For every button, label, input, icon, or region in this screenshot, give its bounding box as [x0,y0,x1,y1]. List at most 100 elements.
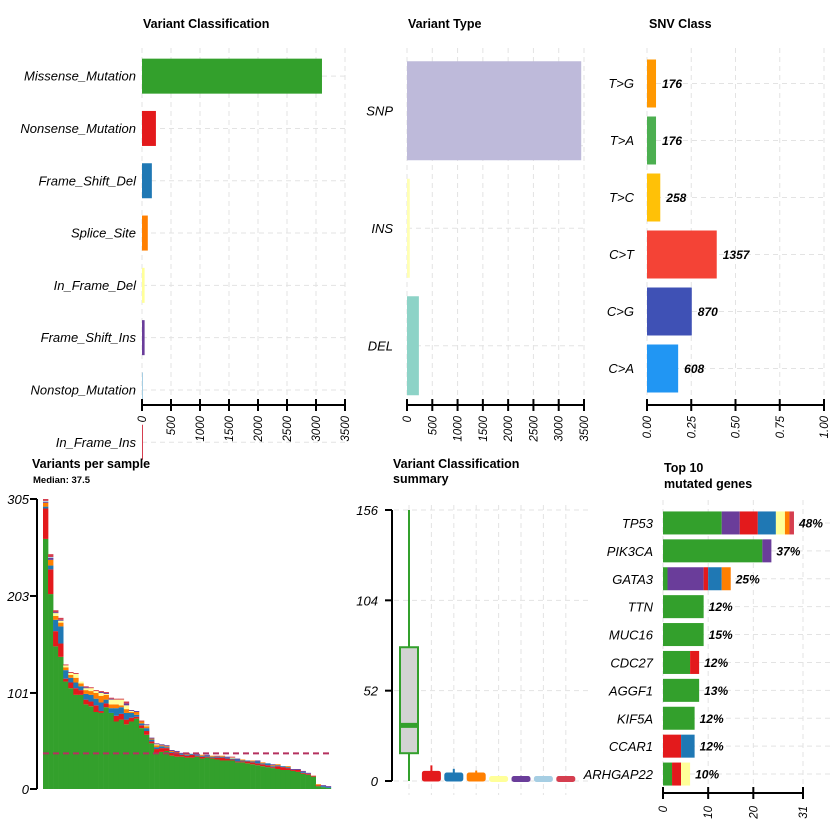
bar-segment-frame-shift-del [250,761,256,763]
gene-label: PIK3CA [607,544,653,559]
bar-segment-nonsense-mutation [310,775,316,777]
bar-segment-nonsense-mutation [209,757,215,759]
bar-segment-nonstop-mutation [43,500,49,502]
box-frame-shift-ins [511,776,531,783]
bar-segment-nonsense-mutation [199,756,205,759]
bar-segment-frame-shift-del [179,753,185,755]
bar-segment-missense-mutation [663,511,722,535]
bar-segment-missense-mutation [250,764,256,789]
bar-segment-frame-shift-ins [295,769,301,770]
bar-segment-missense-mutation [663,706,695,730]
box-nonsense-mutation [421,770,441,782]
bar-segment-missense-mutation [73,694,79,789]
bar-segment-missense-mutation [663,567,668,591]
bar-segment-frame-shift-del [133,714,140,717]
bar-segment-in-frame-ins [123,701,130,704]
bar-frame-shift-ins [142,320,145,356]
bar-segment-frame-shift-del [78,686,84,691]
bar-segment-missense-mutation [194,756,200,789]
box-splice-site [466,772,486,782]
bar-segment-frame-shift-del [63,670,69,679]
bar-segment-nonsense-mutation [128,717,135,722]
bar-segment-missense-mutation [229,760,236,789]
bar-segment-nonsense-mutation [174,753,180,757]
gene-label: TTN [628,600,654,615]
bar-segment-nonsense-mutation [98,711,104,713]
bar-segment-frame-shift-del [265,763,271,766]
bar-segment-frame-shift-del [43,506,49,509]
bar-segment-frame-shift-del [708,567,722,591]
bar-segment-in-frame-del [118,699,125,706]
bar-segment-splice-site [88,691,94,695]
bar-segment-frame-shift-del [681,734,695,758]
bar-segment-splice-site [721,567,731,591]
bar-segment-missense-mutation [224,760,231,789]
percent-label: 10% [695,768,719,782]
bar-segment-missense-mutation [239,762,246,789]
y-tick-label: 104 [356,593,378,608]
bar-segment-nonsense-mutation [300,772,306,774]
box-missense-mutation [399,646,419,755]
bar-segment-in-frame-ins [103,692,109,693]
category-label: T>G [608,76,634,91]
bar-segment-frame-shift-del [239,760,246,762]
bar-segment-missense-mutation [204,757,210,789]
bar-segment-nonsense-mutation [315,785,322,787]
panel-title: Variant Type [408,17,481,31]
bar-segment-in-frame-del [83,688,89,691]
bar-segment-frame-shift-del [128,712,135,718]
bar-segment-missense-mutation [260,766,266,789]
x-tick-label: 0 [137,415,149,422]
bar-segment-frame-shift-del [164,747,170,749]
bar-segment-splice-site [73,677,79,683]
bar-segment-frame-shift-del [53,619,59,632]
y-tick-label: 52 [364,684,379,699]
bar-segment-missense-mutation [83,704,89,789]
bar-segment-frame-shift-ins [103,692,109,694]
bar-segment-frame-shift-del [300,771,306,773]
bar-segment-in-frame-del [53,613,59,616]
bar-segment-splice-site [275,764,281,766]
bar-segment-in-frame-del [103,693,109,695]
x-tick-label: 10 [703,805,715,818]
bar-segment-frame-shift-del [260,763,266,765]
data-label: 608 [684,362,704,376]
bar-segment-frame-shift-ins [48,557,54,560]
bar-segment-missense-mutation [138,728,145,789]
bar-segment-nonsense-mutation [63,678,69,682]
x-tick-label: 3500 [579,415,591,441]
bar-segment-frame-shift-del [73,682,79,689]
x-tick-label: 1000 [453,415,465,441]
bar-segment-frame-shift-ins [667,567,704,591]
bar-segment-frame-shift-del [199,755,205,757]
bar-segment-frame-shift-del [320,786,327,788]
bar-segment-nonsense-mutation [229,759,236,761]
bar-segment-in-frame-ins [98,691,104,693]
bar-segment-missense-mutation [164,750,170,789]
x-tick-label: 0 [402,415,414,422]
bar-segment-splice-site [169,750,175,752]
bar-segment-splice-site [159,745,165,747]
x-tick-label: 1500 [478,415,490,441]
panel-title: Top 10 [664,461,703,475]
bar-segment-frame-shift-del [270,766,276,768]
bar-segment-splice-site [144,726,150,729]
bar-segment-missense-mutation [663,539,763,563]
bar-segment-splice-site [260,762,266,764]
bar-segment-splice-site [199,754,205,756]
bar-segment-missense-mutation [219,760,226,789]
bar-segment-splice-site [315,784,322,786]
category-label: T>A [610,133,634,148]
bar-segment-in-frame-del [73,673,79,678]
bar-segment-missense-mutation [300,773,306,789]
bar-segment-frame-shift-del [280,766,286,768]
bar-ins [407,178,410,278]
bar-segment-nonsense-mutation [275,766,281,770]
bar-nonsense-mutation [142,110,156,146]
bar-segment-missense-mutation [63,681,69,789]
bar-segment-frame-shift-del [83,693,89,700]
bar-segment-missense-mutation [663,678,700,702]
x-tick-label: 0.75 [775,415,787,438]
bar-segment-in-frame-ins [214,755,221,757]
y-tick-label: 0 [371,774,379,789]
